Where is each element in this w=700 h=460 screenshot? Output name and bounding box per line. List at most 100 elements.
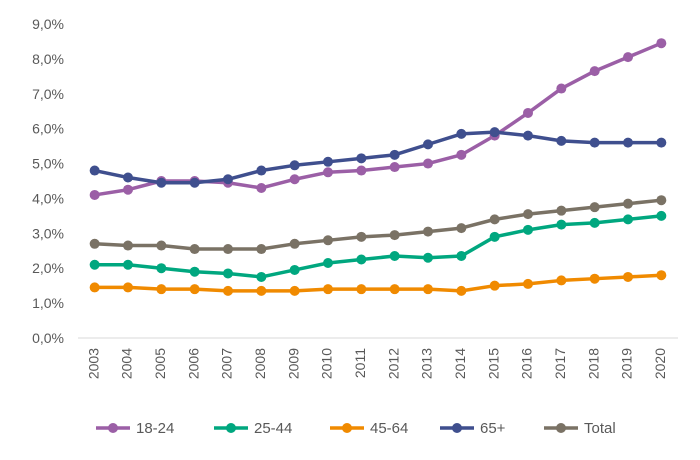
- data-point: [123, 184, 133, 195]
- legend-marker: [226, 423, 236, 433]
- data-point: [156, 284, 167, 295]
- y-tick-label: 5,0%: [32, 156, 64, 172]
- data-point: [556, 219, 567, 230]
- data-point: [356, 284, 367, 295]
- series-layer: [89, 38, 667, 296]
- axes: 0,0% 1,0% 2,0% 3,0% 4,0% 5,0% 6,0% 7,0% 8,0% 9,0%…: [32, 16, 678, 379]
- y-tick-label: 0,0%: [32, 330, 64, 346]
- x-tick-label: 2010: [319, 348, 335, 379]
- data-point: [456, 285, 467, 296]
- data-point: [223, 268, 233, 279]
- data-point: [223, 244, 233, 255]
- data-point: [423, 158, 433, 169]
- data-point: [289, 174, 300, 185]
- data-point: [123, 259, 133, 270]
- legend-marker: [452, 423, 462, 433]
- data-point: [89, 259, 100, 270]
- data-point: [189, 266, 200, 277]
- data-point: [623, 198, 633, 209]
- legend-item-3: 65+: [440, 420, 506, 437]
- data-point: [156, 263, 167, 274]
- data-point: [556, 83, 567, 94]
- data-point: [123, 240, 133, 251]
- data-point: [556, 275, 567, 286]
- legend-item-1: 25-44: [214, 420, 292, 437]
- data-point: [656, 137, 667, 148]
- legend-marker: [342, 423, 352, 433]
- data-point: [289, 264, 300, 275]
- data-point: [123, 282, 133, 293]
- legend-marker: [556, 423, 566, 433]
- series-line: [92, 214, 664, 279]
- data-point: [89, 282, 100, 293]
- data-point: [656, 195, 667, 206]
- legend-label: 18-24: [136, 420, 174, 437]
- data-point: [189, 284, 200, 295]
- y-tick-label: 7,0%: [32, 86, 64, 102]
- data-point: [556, 135, 567, 146]
- data-point: [389, 149, 400, 160]
- data-point: [323, 284, 333, 295]
- x-tick-label: 2016: [519, 348, 535, 379]
- data-point: [189, 177, 200, 188]
- data-point: [389, 284, 400, 295]
- data-point: [489, 214, 500, 225]
- legend-label: 65+: [480, 420, 506, 437]
- x-tick-label: 2008: [252, 348, 268, 379]
- data-point: [289, 160, 300, 171]
- data-point: [256, 244, 267, 255]
- series-3: [89, 127, 667, 188]
- data-point: [323, 156, 333, 167]
- data-point: [289, 238, 300, 249]
- series-line: [92, 130, 664, 185]
- data-point: [623, 52, 633, 63]
- data-point: [656, 38, 667, 49]
- data-point: [189, 244, 200, 255]
- data-point: [489, 231, 500, 242]
- data-point: [156, 240, 167, 251]
- data-point: [356, 231, 367, 242]
- x-tick-label: 2006: [185, 348, 201, 379]
- legend: 18-24 25-44 45-64 65+ Total: [96, 420, 616, 437]
- legend-item-2: 45-64: [330, 420, 408, 437]
- x-tick-label: 2020: [652, 348, 668, 379]
- data-point: [623, 137, 633, 148]
- series-line: [92, 273, 664, 293]
- x-tick-label: 2009: [285, 348, 301, 379]
- data-point: [389, 230, 400, 241]
- data-point: [223, 285, 233, 296]
- data-point: [256, 271, 267, 282]
- data-point: [89, 238, 100, 249]
- data-point: [256, 285, 267, 296]
- data-point: [223, 174, 233, 185]
- data-point: [356, 153, 367, 164]
- legend-item-0: 18-24: [96, 420, 174, 437]
- data-point: [589, 202, 600, 213]
- x-tick-label: 2003: [85, 348, 101, 379]
- data-point: [556, 205, 567, 216]
- data-point: [589, 217, 600, 228]
- data-point: [123, 172, 133, 183]
- y-tick-label: 6,0%: [32, 121, 64, 137]
- data-point: [423, 139, 433, 150]
- data-point: [656, 270, 667, 281]
- legend-item-4: Total: [544, 420, 616, 437]
- x-tick-label: 2015: [485, 348, 501, 379]
- data-point: [156, 177, 167, 188]
- series-0: [89, 38, 667, 200]
- data-point: [523, 278, 533, 289]
- y-tick-label: 8,0%: [32, 51, 64, 67]
- data-point: [89, 165, 100, 176]
- data-point: [489, 280, 500, 291]
- series-2: [89, 270, 667, 296]
- x-tick-label: 2017: [552, 348, 568, 379]
- series-1: [89, 210, 667, 282]
- series-line: [92, 198, 664, 251]
- data-point: [489, 127, 500, 138]
- data-point: [589, 137, 600, 148]
- data-point: [323, 257, 333, 268]
- data-point: [623, 271, 633, 282]
- series-line: [92, 41, 664, 197]
- data-point: [356, 165, 367, 176]
